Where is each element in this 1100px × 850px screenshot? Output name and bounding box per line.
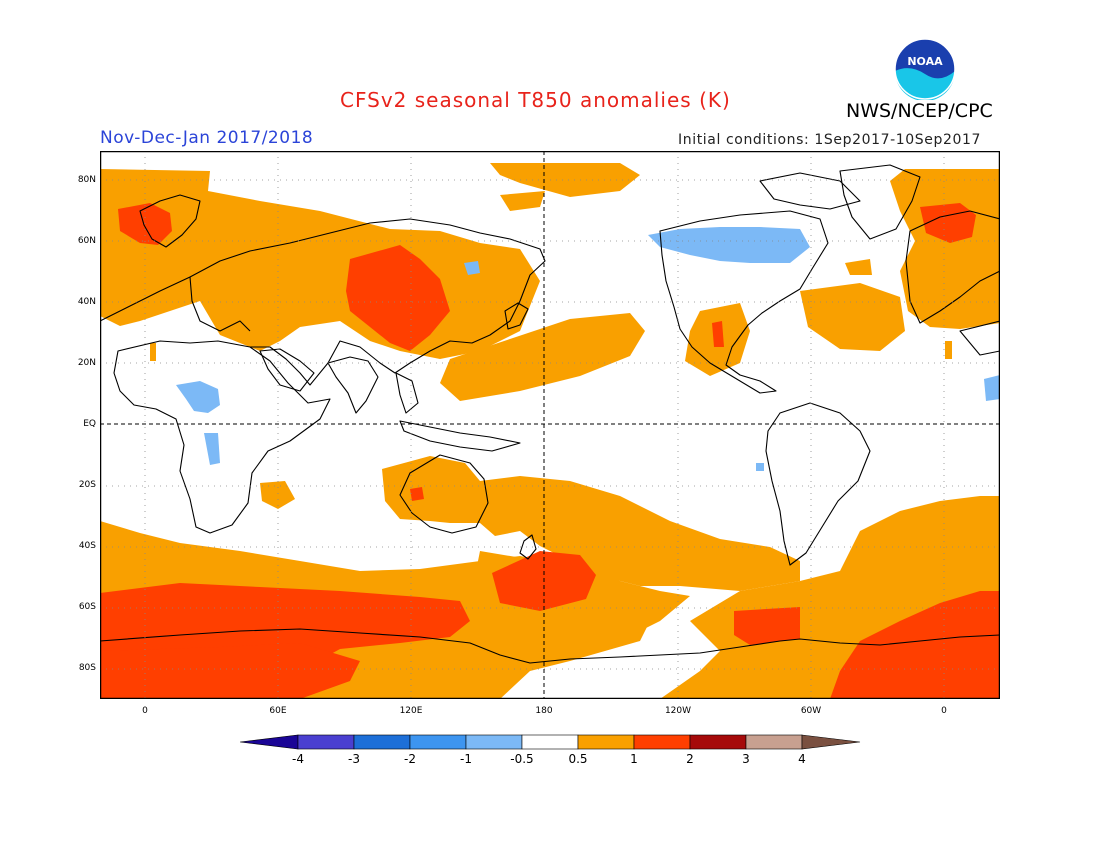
lat-label: 40S bbox=[78, 541, 96, 551]
agency-label: NWS/NCEP/CPC bbox=[846, 100, 993, 122]
colorbar-label: -4 bbox=[292, 752, 304, 766]
lon-label: 0 bbox=[941, 706, 947, 716]
colorbar-cell bbox=[521, 734, 579, 750]
lat-label: 40N bbox=[77, 297, 96, 307]
colorbar-arrow-high bbox=[801, 734, 861, 750]
lon-label: 60E bbox=[269, 706, 287, 716]
lon-label: 60W bbox=[800, 706, 822, 716]
svg-text:NOAA: NOAA bbox=[907, 55, 943, 68]
colorbar-label: 2 bbox=[686, 752, 694, 766]
colorbar-label: -0.5 bbox=[510, 752, 534, 766]
colorbar bbox=[240, 734, 861, 750]
reference-lines bbox=[100, 151, 1000, 699]
lon-label: 120E bbox=[399, 706, 423, 716]
colorbar-cell bbox=[689, 734, 747, 750]
anomaly-fill-red bbox=[100, 203, 1000, 699]
lat-label: 20S bbox=[78, 480, 96, 490]
colorbar-cell bbox=[353, 734, 411, 750]
lat-label: 20N bbox=[77, 358, 96, 368]
anomaly-fill-blue bbox=[176, 227, 1000, 471]
lon-label: 0 bbox=[142, 706, 148, 716]
colorbar-label: 4 bbox=[798, 752, 806, 766]
colorbar-cell bbox=[465, 734, 523, 750]
colorbar-cell bbox=[633, 734, 691, 750]
season-label: Nov-Dec-Jan 2017/2018 bbox=[100, 128, 314, 148]
map-title: CFSv2 seasonal T850 anomalies (K) bbox=[340, 88, 731, 112]
colorbar-label: -1 bbox=[460, 752, 472, 766]
colorbar-cell bbox=[297, 734, 355, 750]
colorbar-label: -3 bbox=[348, 752, 360, 766]
graticule-lines bbox=[100, 151, 1000, 699]
noaa-logo-icon: NOAA bbox=[894, 38, 956, 100]
colorbar-label: 0.5 bbox=[568, 752, 588, 766]
colorbar-cell bbox=[745, 734, 803, 750]
initial-conditions-label: Initial conditions: 1Sep2017-10Sep2017 bbox=[678, 132, 981, 148]
colorbar-label: 3 bbox=[742, 752, 750, 766]
anomaly-map bbox=[100, 151, 1000, 699]
lat-label: EQ bbox=[83, 419, 96, 429]
lat-label: 80N bbox=[77, 175, 96, 185]
lon-label: 180 bbox=[535, 706, 553, 716]
lat-label: 60S bbox=[78, 602, 96, 612]
colorbar-cell bbox=[409, 734, 467, 750]
land-outlines bbox=[100, 164, 1000, 664]
colorbar-arrow-low bbox=[240, 734, 299, 750]
lat-label: 80S bbox=[78, 663, 96, 673]
colorbar-label: -2 bbox=[404, 752, 416, 766]
colorbar-cell bbox=[577, 734, 635, 750]
lat-label: 60N bbox=[77, 236, 96, 246]
colorbar-label: 1 bbox=[630, 752, 638, 766]
lon-label: 120W bbox=[664, 706, 692, 716]
